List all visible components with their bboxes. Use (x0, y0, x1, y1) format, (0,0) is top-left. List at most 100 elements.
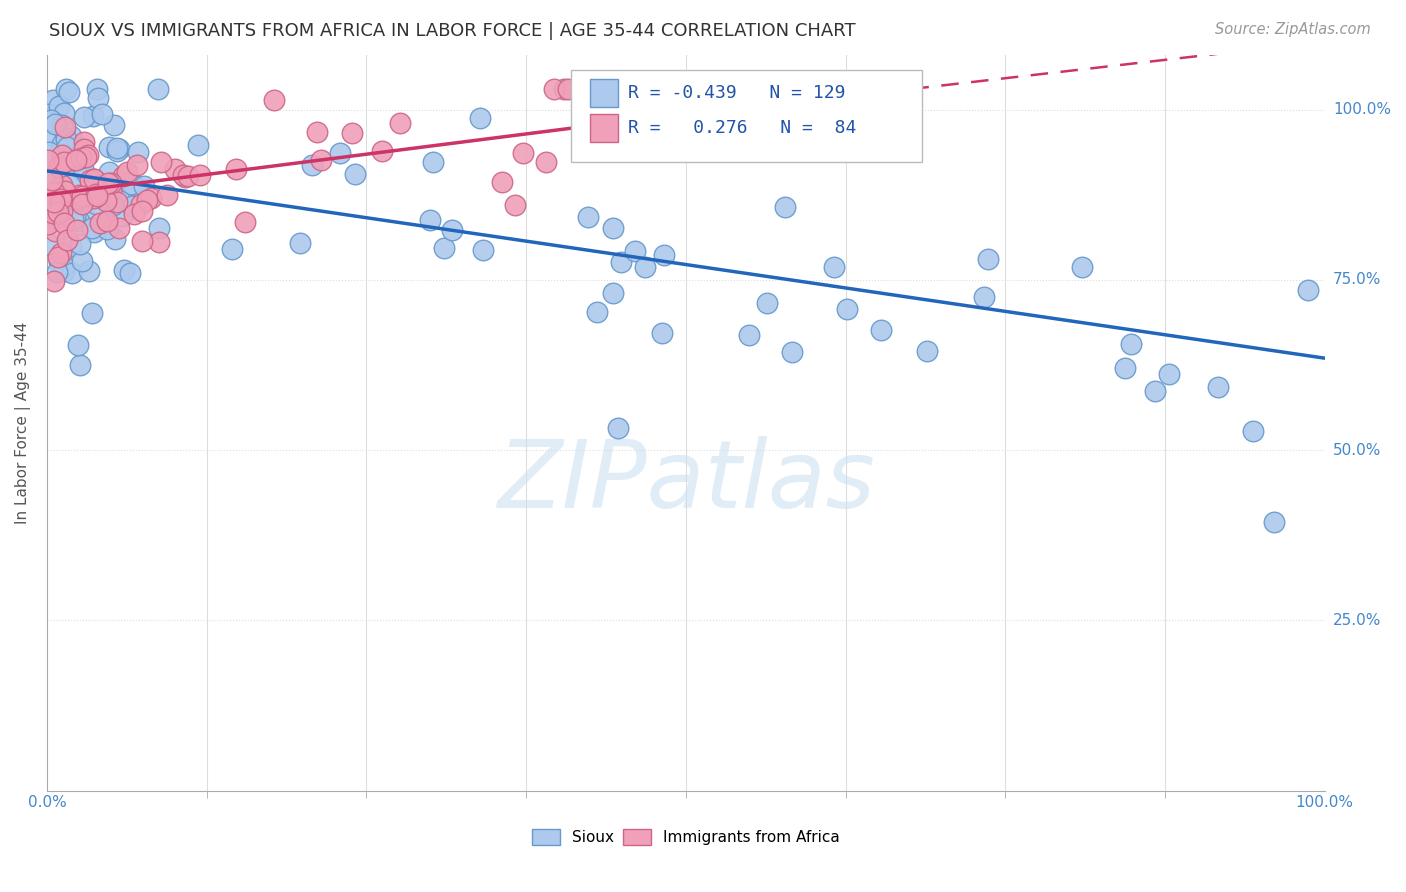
Point (433, 241, 456, 255)
Point (44, 194, 66, 209)
Point (44, 224, 66, 238)
Point (60, 238, 83, 252)
Point (55, 204, 77, 219)
Point (738, 327, 761, 342)
Point (67, 337, 90, 351)
Point (53, 105, 76, 120)
Point (48, 255, 70, 269)
Point (46, 205, 69, 219)
Point (536, 155, 558, 169)
Point (103, 118, 125, 132)
Point (48, 117, 70, 131)
Point (118, 266, 141, 280)
Point (65, 210, 87, 224)
Point (53, 184, 76, 198)
Point (72, 161, 94, 175)
Point (131, 203, 153, 218)
Point (553, 82, 575, 96)
Point (111, 210, 134, 224)
Point (301, 158, 323, 172)
Point (58, 157, 80, 171)
Point (42, 274, 65, 288)
Point (49, 246, 72, 260)
Point (105, 195, 128, 210)
Point (97, 140, 120, 154)
Point (188, 169, 211, 183)
Point (1206, 380, 1229, 394)
Point (97, 165, 120, 179)
Point (66, 223, 89, 237)
Point (60, 191, 83, 205)
Point (83, 191, 105, 205)
Point (53, 264, 76, 278)
Point (177, 169, 200, 183)
Point (111, 169, 134, 183)
Text: 100.0%: 100.0% (1333, 102, 1391, 117)
Text: 50.0%: 50.0% (1333, 442, 1381, 458)
Point (79, 264, 101, 278)
Point (127, 145, 149, 159)
Text: SIOUX VS IMMIGRANTS FROM AFRICA IN LABOR FORCE | AGE 35-44 CORRELATION CHART: SIOUX VS IMMIGRANTS FROM AFRICA IN LABOR… (49, 22, 856, 40)
Point (472, 243, 495, 257)
Point (51, 118, 73, 132)
Point (72, 142, 94, 156)
Point (86, 82, 108, 96)
Point (37, 237, 59, 252)
Point (165, 161, 187, 176)
Point (422, 154, 444, 169)
Point (624, 244, 647, 259)
Point (70, 253, 93, 268)
Point (290, 235, 312, 250)
Point (49, 141, 72, 155)
Point (134, 178, 156, 193)
Point (141, 191, 163, 205)
Point (1143, 384, 1166, 398)
Point (1241, 424, 1264, 438)
Point (83, 225, 105, 239)
Point (121, 199, 143, 213)
Point (263, 93, 285, 107)
Point (59, 178, 82, 192)
Point (52, 260, 75, 274)
Point (58, 153, 80, 168)
Point (756, 296, 779, 310)
Point (96, 194, 118, 208)
Point (84, 186, 107, 201)
FancyBboxPatch shape (571, 70, 922, 161)
Point (69, 237, 91, 252)
Point (52, 124, 75, 138)
Bar (591, 78, 619, 107)
Y-axis label: In Labor Force | Age 35-44: In Labor Force | Age 35-44 (15, 322, 31, 524)
Point (82, 109, 104, 123)
Text: 25.0%: 25.0% (1333, 613, 1381, 628)
Point (65, 153, 87, 168)
Point (70, 197, 93, 211)
Point (468, 111, 491, 125)
Point (84, 197, 107, 211)
Point (69, 147, 91, 161)
Point (69, 214, 91, 228)
Point (977, 252, 1000, 266)
Point (51, 203, 73, 218)
Point (131, 234, 153, 248)
Point (38, 145, 60, 159)
Point (122, 206, 145, 220)
Point (491, 175, 513, 189)
Point (56, 136, 79, 151)
Point (96, 214, 118, 228)
Legend: Sioux, Immigrants from Africa: Sioux, Immigrants from Africa (531, 830, 839, 846)
Point (340, 127, 363, 141)
Point (125, 159, 148, 173)
Point (48, 99, 70, 113)
Point (187, 137, 209, 152)
Point (42, 162, 65, 177)
Point (89, 216, 111, 230)
Point (52, 154, 75, 169)
Point (55, 82, 77, 96)
Point (52, 188, 75, 202)
Point (150, 155, 173, 169)
Point (60, 266, 83, 280)
Point (37, 168, 59, 182)
Point (37, 217, 59, 231)
Point (225, 161, 247, 176)
